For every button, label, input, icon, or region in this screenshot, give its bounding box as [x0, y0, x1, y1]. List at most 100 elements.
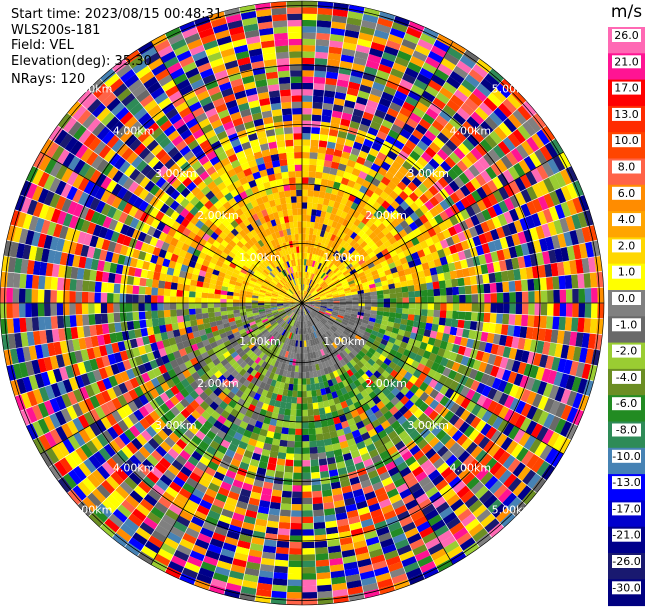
velocity-gate — [405, 117, 419, 129]
velocity-gate — [303, 271, 306, 278]
velocity-gate — [458, 311, 466, 321]
velocity-gate — [390, 369, 399, 379]
velocity-gate — [437, 63, 453, 77]
velocity-gate — [305, 292, 310, 299]
velocity-gate — [386, 107, 400, 118]
velocity-gate — [323, 274, 329, 281]
velocity-gate — [331, 311, 339, 315]
velocity-gate — [331, 334, 338, 341]
velocity-gate — [470, 189, 482, 203]
velocity-gate — [331, 342, 338, 349]
velocity-gate — [171, 275, 179, 284]
velocity-gate — [525, 420, 538, 436]
velocity-gate — [338, 183, 348, 192]
velocity-gate — [559, 289, 567, 303]
velocity-gate — [322, 258, 328, 265]
velocity-gate — [418, 402, 430, 413]
velocity-gate — [437, 529, 453, 543]
velocity-gate — [477, 312, 485, 323]
velocity-gate — [421, 90, 436, 103]
velocity-gate — [307, 304, 314, 308]
velocity-gate — [319, 230, 326, 238]
velocity-gate — [332, 277, 339, 283]
velocity-gate — [514, 177, 527, 192]
velocity-gate — [293, 460, 302, 467]
velocity-gate — [332, 104, 344, 113]
velocity-gate — [373, 370, 382, 379]
velocity-gate — [325, 71, 339, 80]
velocity-gate — [358, 426, 368, 436]
velocity-gate — [453, 335, 462, 346]
velocity-gate — [327, 59, 341, 67]
velocity-gate — [374, 263, 383, 270]
velocity-gate — [418, 372, 428, 382]
velocity-gate — [320, 307, 327, 311]
velocity-gate — [487, 92, 503, 108]
velocity-gate — [331, 325, 338, 331]
velocity-gate — [324, 324, 331, 330]
velocity-gate — [327, 280, 334, 286]
velocity-gate — [316, 439, 325, 447]
velocity-gate — [360, 365, 369, 374]
velocity-gate — [420, 151, 433, 163]
velocity-gate — [399, 275, 407, 283]
velocity-gate — [476, 394, 487, 407]
velocity-gate — [417, 182, 429, 194]
velocity-gate — [313, 275, 318, 282]
velocity-gate — [306, 307, 311, 313]
velocity-gate — [383, 298, 391, 303]
velocity-gate — [177, 276, 186, 285]
velocity-gate — [373, 227, 382, 236]
velocity-gate — [288, 428, 296, 435]
velocity-gate — [398, 430, 409, 441]
velocity-gate — [424, 508, 440, 521]
velocity-gate — [425, 107, 439, 120]
velocity-gate — [352, 297, 359, 301]
velocity-gate — [220, 307, 227, 312]
velocity-gate — [305, 233, 310, 241]
velocity-gate — [413, 408, 424, 419]
ray-separator — [426, 125, 547, 213]
velocity-gate — [424, 200, 435, 211]
velocity-gate — [345, 354, 353, 362]
velocity-gate — [412, 369, 422, 379]
velocity-gate — [18, 303, 26, 318]
velocity-gate — [449, 402, 461, 414]
velocity-gate — [315, 32, 331, 41]
velocity-gate — [352, 356, 360, 364]
velocity-gate — [541, 125, 556, 142]
velocity-gate — [334, 91, 347, 100]
velocity-gate — [341, 332, 348, 339]
velocity-gate — [370, 343, 379, 351]
velocity-gate — [459, 184, 471, 197]
velocity-gate — [337, 312, 345, 317]
velocity-gate — [337, 73, 351, 82]
velocity-gate — [510, 443, 524, 459]
velocity-gate — [534, 148, 548, 165]
velocity-gate — [333, 279, 341, 285]
velocity-gate — [431, 251, 440, 261]
velocity-gate — [521, 314, 529, 327]
velocity-gate — [495, 83, 512, 99]
velocity-gate — [313, 296, 320, 300]
velocity-gate — [500, 270, 509, 282]
velocity-gate — [403, 409, 414, 420]
velocity-gate — [443, 325, 452, 335]
velocity-gate — [302, 32, 317, 40]
velocity-gate — [448, 476, 462, 489]
velocity-gate — [492, 203, 504, 216]
velocity-gate — [353, 252, 361, 260]
velocity-gate — [387, 73, 402, 85]
velocity-gate — [338, 66, 352, 76]
velocity-gate — [282, 484, 293, 492]
velocity-gate — [304, 271, 307, 279]
velocity-gate — [307, 189, 314, 197]
velocity-gate — [492, 416, 504, 430]
velocity-gate — [437, 272, 445, 282]
velocity-gate — [12, 303, 20, 319]
velocity-gate — [494, 271, 503, 283]
velocity-gate — [362, 138, 374, 148]
velocity-gate — [358, 170, 368, 180]
velocity-gate — [446, 99, 461, 113]
velocity-gate — [350, 223, 358, 232]
